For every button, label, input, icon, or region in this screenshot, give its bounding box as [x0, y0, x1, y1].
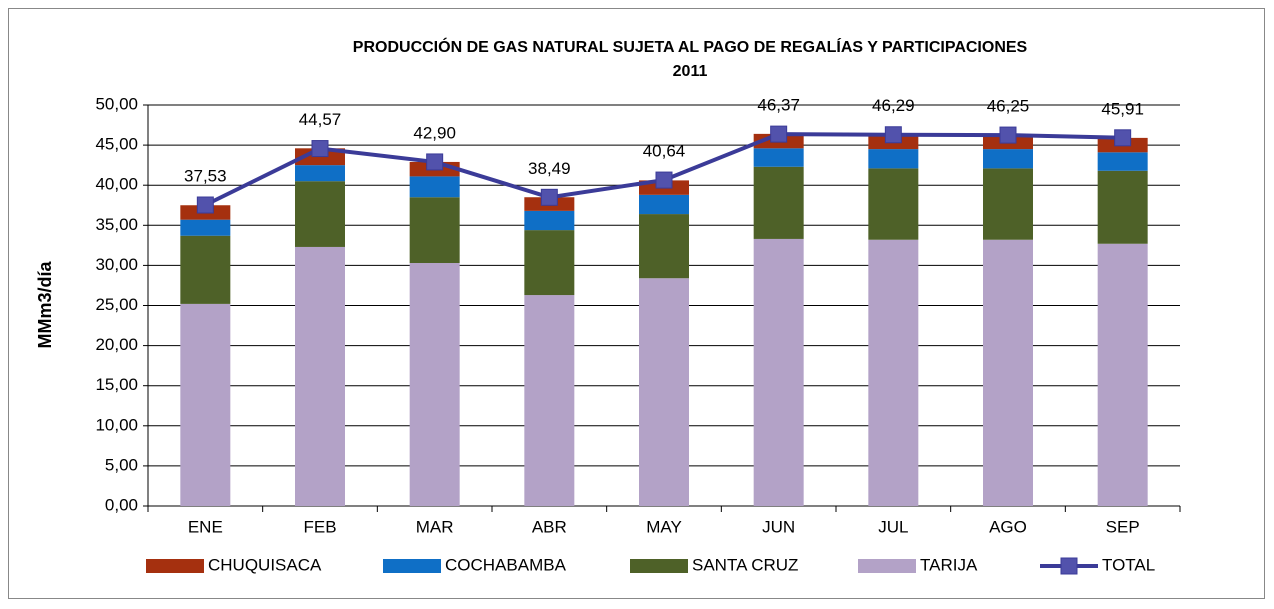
bar-segment — [983, 168, 1033, 240]
y-tick-label: 35,00 — [95, 215, 138, 234]
total-marker — [655, 171, 673, 189]
bar-segment — [1097, 152, 1148, 171]
total-marker — [196, 196, 214, 214]
bar-segment — [639, 214, 689, 279]
bar-segment — [180, 219, 231, 236]
bar-segment — [868, 239, 919, 506]
data-label: 42,90 — [413, 123, 456, 142]
y-tick-label: 0,00 — [105, 495, 138, 514]
x-tick-label: SEP — [1106, 517, 1140, 536]
bar-segment — [180, 303, 231, 506]
x-tick-label: AGO — [989, 517, 1027, 536]
bar-segment — [524, 295, 575, 506]
y-axis-label: MMm3/día — [35, 261, 55, 349]
legend-label: TOTAL — [1102, 555, 1155, 574]
data-label: 46,29 — [872, 96, 915, 115]
bar-segment — [983, 149, 1033, 169]
bar-segment — [753, 238, 804, 506]
data-label: 40,64 — [643, 142, 686, 161]
bar-segment — [983, 239, 1033, 506]
bar-segment — [1097, 170, 1148, 244]
x-tick-label: ABR — [532, 517, 567, 536]
x-tick-label: JUN — [762, 517, 795, 536]
y-tick-label: 10,00 — [95, 415, 138, 434]
y-tick-label: 30,00 — [95, 255, 138, 274]
total-marker — [999, 126, 1017, 144]
bar-segment — [180, 235, 231, 304]
legend-marker — [1060, 557, 1078, 575]
data-label: 37,53 — [184, 166, 227, 185]
x-tick-label: MAY — [646, 517, 682, 536]
bar-segment — [409, 176, 460, 198]
total-marker — [426, 153, 444, 171]
bar-segment — [868, 168, 919, 240]
bar-segment — [639, 194, 689, 215]
y-tick-label: 15,00 — [95, 375, 138, 394]
legend-swatch — [858, 559, 916, 573]
legend-swatch — [383, 559, 441, 573]
legend-swatch — [146, 559, 204, 573]
chart-title: PRODUCCIÓN DE GAS NATURAL SUJETA AL PAGO… — [353, 37, 1028, 56]
y-tick-label: 20,00 — [95, 335, 138, 354]
y-tick-label: 40,00 — [95, 175, 138, 194]
chart-subtitle: 2011 — [673, 63, 708, 80]
bar-segment — [524, 210, 575, 231]
data-label: 45,91 — [1101, 99, 1144, 118]
legend-label: COCHABAMBA — [445, 555, 567, 574]
total-marker — [770, 125, 788, 143]
bar-segment — [1097, 243, 1148, 506]
bar-segment — [295, 246, 345, 507]
total-marker — [884, 126, 902, 144]
total-marker — [540, 188, 558, 206]
y-tick-label: 5,00 — [105, 455, 138, 474]
legend-label: CHUQUISACA — [208, 555, 322, 574]
bar-segment — [409, 197, 460, 263]
data-label: 38,49 — [528, 159, 571, 178]
bar-segment — [295, 165, 345, 182]
total-marker — [311, 140, 329, 158]
data-label: 46,37 — [757, 96, 800, 115]
bar-segment — [868, 149, 919, 169]
legend-label: TARIJA — [920, 555, 978, 574]
data-label: 44,57 — [299, 110, 342, 129]
bar-segment — [753, 166, 804, 239]
x-tick-label: MAR — [416, 517, 454, 536]
x-tick-label: ENE — [188, 517, 223, 536]
y-tick-label: 25,00 — [95, 295, 138, 314]
bar-segment — [524, 230, 575, 296]
x-tick-label: JUL — [878, 517, 908, 536]
bar-segment — [639, 278, 689, 506]
data-label: 46,25 — [987, 97, 1030, 116]
bar-segment — [295, 181, 345, 247]
legend-swatch — [630, 559, 688, 573]
x-tick-label: FEB — [303, 517, 336, 536]
total-marker — [1114, 129, 1132, 147]
bar-segment — [409, 262, 460, 506]
legend-label: SANTA CRUZ — [692, 555, 798, 574]
bar-segment — [753, 148, 804, 167]
y-tick-label: 50,00 — [95, 94, 138, 113]
y-tick-label: 45,00 — [95, 135, 138, 154]
